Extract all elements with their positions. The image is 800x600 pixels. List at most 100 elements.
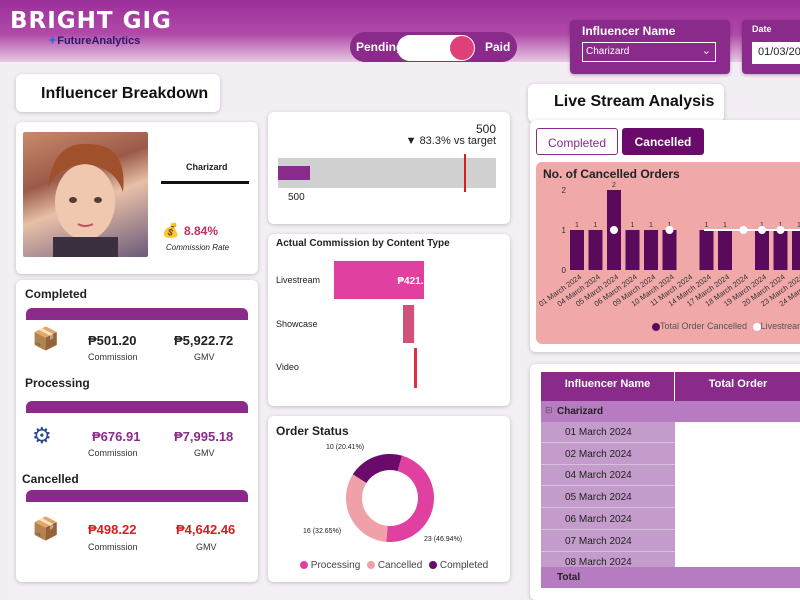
live-stream-title-card: Live Stream Analysis — [528, 84, 724, 122]
legend-processing: Processing — [310, 560, 361, 571]
cancelled-section-bar — [26, 490, 248, 502]
cancelled-order-bar — [662, 230, 677, 270]
money-bag-icon: 💰 — [162, 222, 180, 238]
cancelled-commission-value: ₱498.22 — [88, 522, 137, 537]
date-slicer: Date 01/03/20 — [742, 20, 800, 74]
breakdown-title-card: Influencer Breakdown — [16, 74, 220, 112]
target-bar-label: 500 — [288, 192, 305, 203]
table-row[interactable]: 05 March 2024 — [541, 487, 675, 509]
cancelled-order-bar — [570, 230, 584, 270]
target-delta: ▼ 83.3% vs target — [405, 135, 496, 147]
bar-data-label: 1 — [705, 222, 709, 229]
order-status-title: Order Status — [276, 424, 349, 438]
cancelled-delivery-icon: 📦 — [32, 516, 60, 541]
content-type-label-video: Video — [276, 362, 299, 372]
commission-rate-value: 8.84% — [184, 224, 219, 238]
table-row[interactable]: 02 March 2024 — [541, 444, 675, 465]
logo-dot-icon: ✦ — [48, 35, 58, 47]
toggle-knob[interactable] — [450, 36, 474, 60]
cancelled-order-bar — [699, 230, 714, 270]
app-logo: BRIGHT GIG — [10, 8, 172, 34]
bar-data-label: 1 — [594, 222, 598, 229]
processing-gmv-value: ₱7,995.18 — [174, 429, 234, 444]
logo-subtitle: ✦FutureAnalytics — [48, 34, 140, 47]
content-bar-value-label: ₱421.10 — [397, 276, 435, 287]
donut-label-processing: 10 (20.41%) — [326, 444, 365, 451]
y-tick-label: 0 — [562, 266, 567, 275]
date-slicer-title: Date — [752, 24, 772, 34]
target-actual-value: 500 — [475, 122, 496, 136]
influencer-slicer: Influencer Name Charizard ⌄ — [570, 20, 730, 74]
table-total-label: Total — [557, 572, 581, 583]
donut-slice-cancelled — [346, 474, 388, 542]
tab-completed[interactable]: Completed — [536, 128, 618, 155]
bar-data-label: 1 — [649, 222, 653, 229]
table-row[interactable]: 07 March 2024 — [541, 531, 675, 552]
delivery-person-icon: 📦 — [32, 326, 60, 351]
influencer-name: Charizard — [186, 162, 228, 172]
order-status-donut — [346, 454, 434, 542]
donut-label-cancelled: 16 (32.65%) — [303, 528, 342, 535]
cancelled-order-bar — [792, 230, 800, 270]
bar-data-label: 1 — [779, 222, 783, 229]
cancelled-kpi-card: 📦 ₱498.22 Commission ₱4,642.46 GMV — [26, 502, 248, 554]
table-header-influencer[interactable]: Influencer Name — [541, 372, 675, 401]
processing-section-title: Processing — [25, 376, 90, 390]
legend-dot-cancelled — [367, 561, 376, 570]
avatar-illustration — [48, 143, 124, 257]
donut-slice-processing — [386, 455, 434, 542]
bar-data-label: 1 — [760, 222, 764, 229]
content-type-title: Actual Commission by Content Type — [276, 238, 450, 249]
influencer-avatar — [23, 132, 148, 257]
completed-gmv-label: GMV — [194, 352, 215, 362]
processing-commission-label: Commission — [88, 448, 138, 458]
target-marker — [464, 154, 466, 192]
date-input[interactable]: 01/03/20 — [752, 42, 800, 64]
chevron-down-icon: ⌄ — [701, 45, 711, 57]
table-group-row[interactable]: ⊟ Charizard — [541, 401, 800, 422]
logo-subtitle-text: FutureAnalytics — [57, 35, 141, 47]
order-status-card: Order Status 10 (20.41%) 16 (32.65%) 23 … — [268, 416, 510, 582]
tab-cancelled[interactable]: Cancelled — [622, 128, 704, 155]
table-row[interactable]: 06 March 2024 — [541, 509, 675, 530]
gears-icon: ⚙ — [32, 423, 52, 448]
commission-rate-label: Commission Rate — [166, 243, 230, 252]
influencer-dropdown-value: Charizard — [586, 46, 630, 57]
content-bar-video — [414, 348, 417, 388]
target-bar-fill — [278, 166, 310, 180]
content-type-card: Actual Commission by Content Type Livest… — [268, 234, 510, 406]
toggle-label-pending: Pending — [356, 40, 404, 54]
completed-section-title: Completed — [25, 287, 88, 301]
table-header-total-order[interactable]: Total Order — [675, 372, 800, 401]
processing-commission-value: ₱676.91 — [92, 429, 141, 444]
content-type-chart: ₱421.10 — [334, 261, 435, 388]
cancelled-order-bar — [773, 230, 788, 270]
collapse-icon[interactable]: ⊟ — [545, 405, 553, 415]
legend-dot-processing — [300, 561, 308, 570]
influencer-dropdown[interactable]: Charizard ⌄ — [582, 42, 716, 62]
y-tick-label: 1 — [562, 226, 567, 235]
table-total-row: Total — [541, 567, 800, 588]
content-type-label-livestream: Livestream — [276, 275, 321, 285]
table-row[interactable]: 04 March 2024 — [541, 465, 675, 487]
processing-section-bar — [26, 401, 248, 413]
legend-cancelled: Cancelled — [377, 560, 423, 571]
cancelled-section-title: Cancelled — [22, 472, 79, 486]
table-row[interactable]: 01 March 2024 — [541, 422, 675, 443]
completed-section-bar — [26, 308, 248, 320]
order-status-legend: Processing Cancelled Completed — [300, 560, 488, 571]
content-bar-showcase — [403, 305, 415, 343]
processing-kpi-card: ⚙ ₱676.91 Commission ₱7,995.18 GMV — [26, 413, 248, 459]
order-table: Influencer Name Total Order ⊟ Charizard … — [541, 372, 800, 588]
completed-gmv-value: ₱5,922.72 — [174, 333, 234, 348]
content-type-label-showcase: Showcase — [276, 319, 318, 329]
completed-kpi-card: 📦 ₱501.20 Commission ₱5,922.72 GMV — [26, 320, 248, 362]
legend-dot-livestream — [752, 322, 761, 331]
bar-data-label: 1 — [631, 222, 635, 229]
cancelled-commission-label: Commission — [88, 542, 138, 552]
bar-data-label: 1 — [575, 222, 579, 229]
completed-commission-value: ₱501.20 — [88, 333, 137, 348]
cancelled-order-bar — [588, 230, 603, 270]
cancelled-orders-chart-card: No. of Cancelled Orders 0 1 2 1 01 March 202… — [536, 162, 800, 344]
